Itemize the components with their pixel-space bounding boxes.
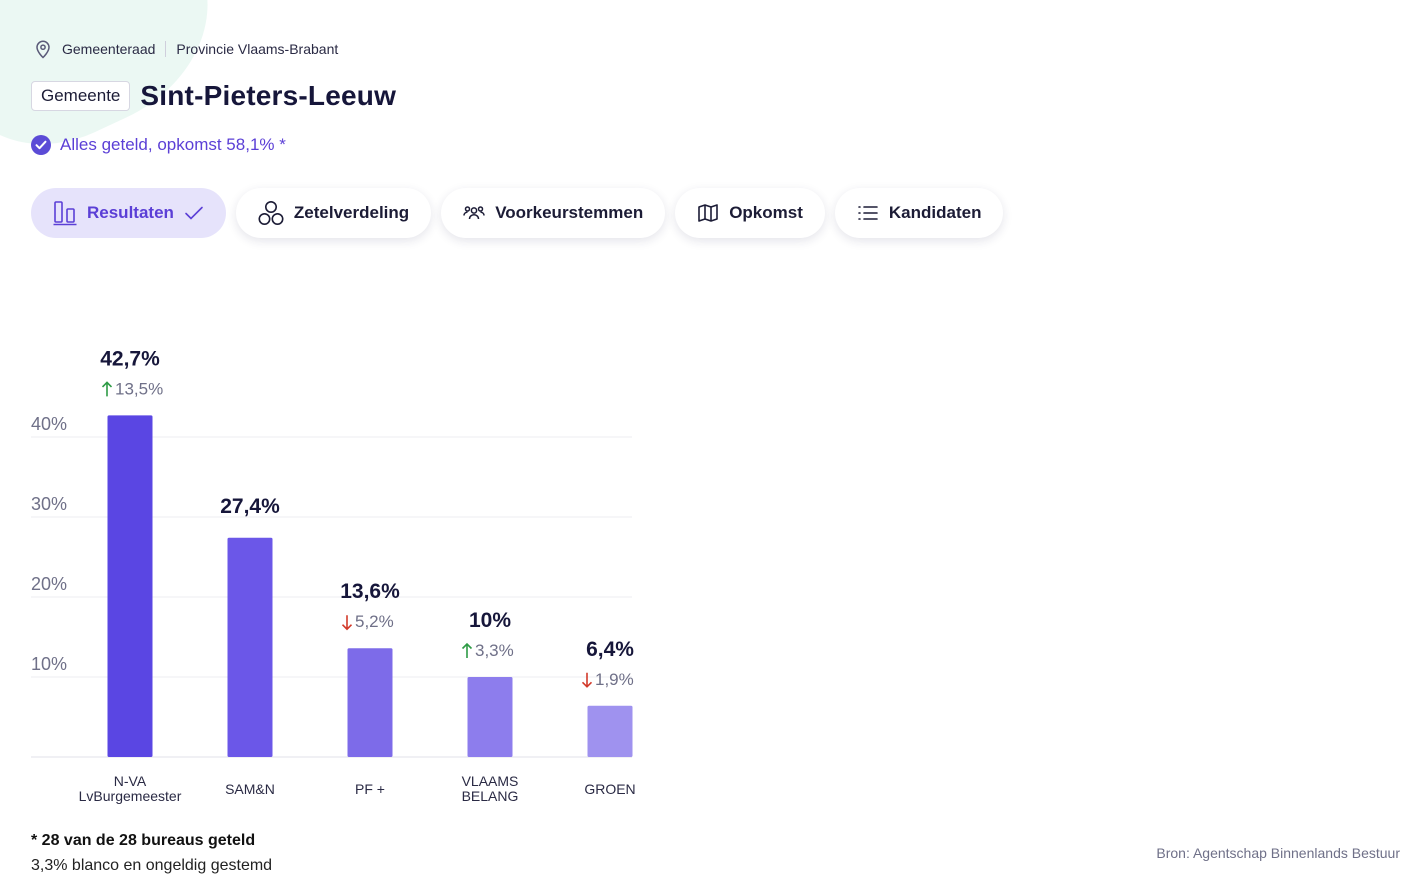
breadcrumb-province[interactable]: Provincie Vlaams-Brabant <box>176 41 339 57</box>
change-label: 5,2% <box>355 612 394 631</box>
tab-voorkeurstemmen[interactable]: Voorkeurstemmen <box>441 188 666 238</box>
location-pin-icon <box>34 39 52 59</box>
bar-chart-svg: 10% 20% 30% 40% 42,7% 13,5% N-VALvBurgemeester… <box>31 347 636 804</box>
category-label: LvBurgemeester <box>79 788 182 804</box>
page-title: Sint-Pieters-Leeuw <box>140 80 397 111</box>
bar <box>467 677 513 757</box>
arrow-up-icon <box>461 642 473 658</box>
bar <box>107 415 153 757</box>
breadcrumb-level[interactable]: Gemeenteraad <box>62 41 156 57</box>
category-label: VLAAMS <box>462 773 519 789</box>
tab-opkomst[interactable]: Opkomst <box>675 188 825 238</box>
category-label: BELANG <box>462 788 519 804</box>
map-icon <box>697 203 719 223</box>
tab-label: Voorkeurstemmen <box>495 203 644 222</box>
tab-kandidaten[interactable]: Kandidaten <box>834 188 1004 238</box>
bar <box>227 537 273 757</box>
change-label: 1,9% <box>595 670 634 689</box>
count-status: Alles geteld, opkomst 58,1% * <box>31 135 286 155</box>
list-icon <box>857 204 879 222</box>
breadcrumb-divider <box>165 41 167 57</box>
bar <box>587 705 633 757</box>
y-tick-label: 10% <box>31 654 67 674</box>
arrow-up-icon <box>101 381 113 397</box>
data-label: 42,7% <box>100 347 160 370</box>
tab-label: Zetelverdeling <box>293 203 410 222</box>
municipality-tag: Gemeente <box>31 81 131 111</box>
y-tick-label: 30% <box>31 494 67 514</box>
data-label: 10% <box>469 609 511 632</box>
change-label: 3,3% <box>475 641 514 660</box>
data-label: 13,6% <box>340 580 400 603</box>
blanco-note: 3,3% blanco en ongeldig gestemd <box>31 857 273 874</box>
y-tick-label: 20% <box>31 574 67 594</box>
data-label: 27,4% <box>220 495 280 518</box>
bar <box>347 648 393 757</box>
category-label: N-VA <box>114 773 147 789</box>
tab-label: Opkomst <box>729 203 803 222</box>
check-circle-icon <box>31 135 51 155</box>
checkmark-icon <box>184 205 204 221</box>
bar-chart-icon <box>53 200 77 226</box>
breadcrumb: Gemeenteraad Provincie Vlaams-Brabant <box>34 39 338 59</box>
change-label: 13,5% <box>115 379 163 398</box>
arrow-down-icon <box>581 672 593 688</box>
category-label: PF + <box>355 781 385 797</box>
tab-label: Resultaten <box>87 203 174 222</box>
tab-label: Kandidaten <box>888 203 982 222</box>
tab-zetelverdeling[interactable]: Zetelverdeling <box>235 188 432 238</box>
category-label: GROEN <box>584 781 635 797</box>
circles-icon <box>258 200 284 226</box>
result-tabs: Resultaten Zetelverdeling <box>31 188 1004 238</box>
page-header: Gemeente Sint-Pieters-Leeuw <box>31 80 396 112</box>
category-label: SAM&N <box>225 781 275 797</box>
tab-resultaten[interactable]: Resultaten <box>31 188 226 238</box>
status-text: Alles geteld, opkomst 58,1% * <box>60 135 286 154</box>
data-label: 6,4% <box>586 638 634 661</box>
bureaus-note: * 28 van de 28 bureaus geteld <box>31 832 256 849</box>
arrow-down-icon <box>341 615 353 631</box>
y-tick-label: 40% <box>31 414 67 434</box>
source-note: Bron: Agentschap Binnenlands Bestuur <box>1156 845 1400 861</box>
results-bar-chart: 10% 20% 30% 40% 42,7% 13,5% N-VA LvBurgemeester… <box>0 300 700 820</box>
people-icon <box>463 203 485 223</box>
